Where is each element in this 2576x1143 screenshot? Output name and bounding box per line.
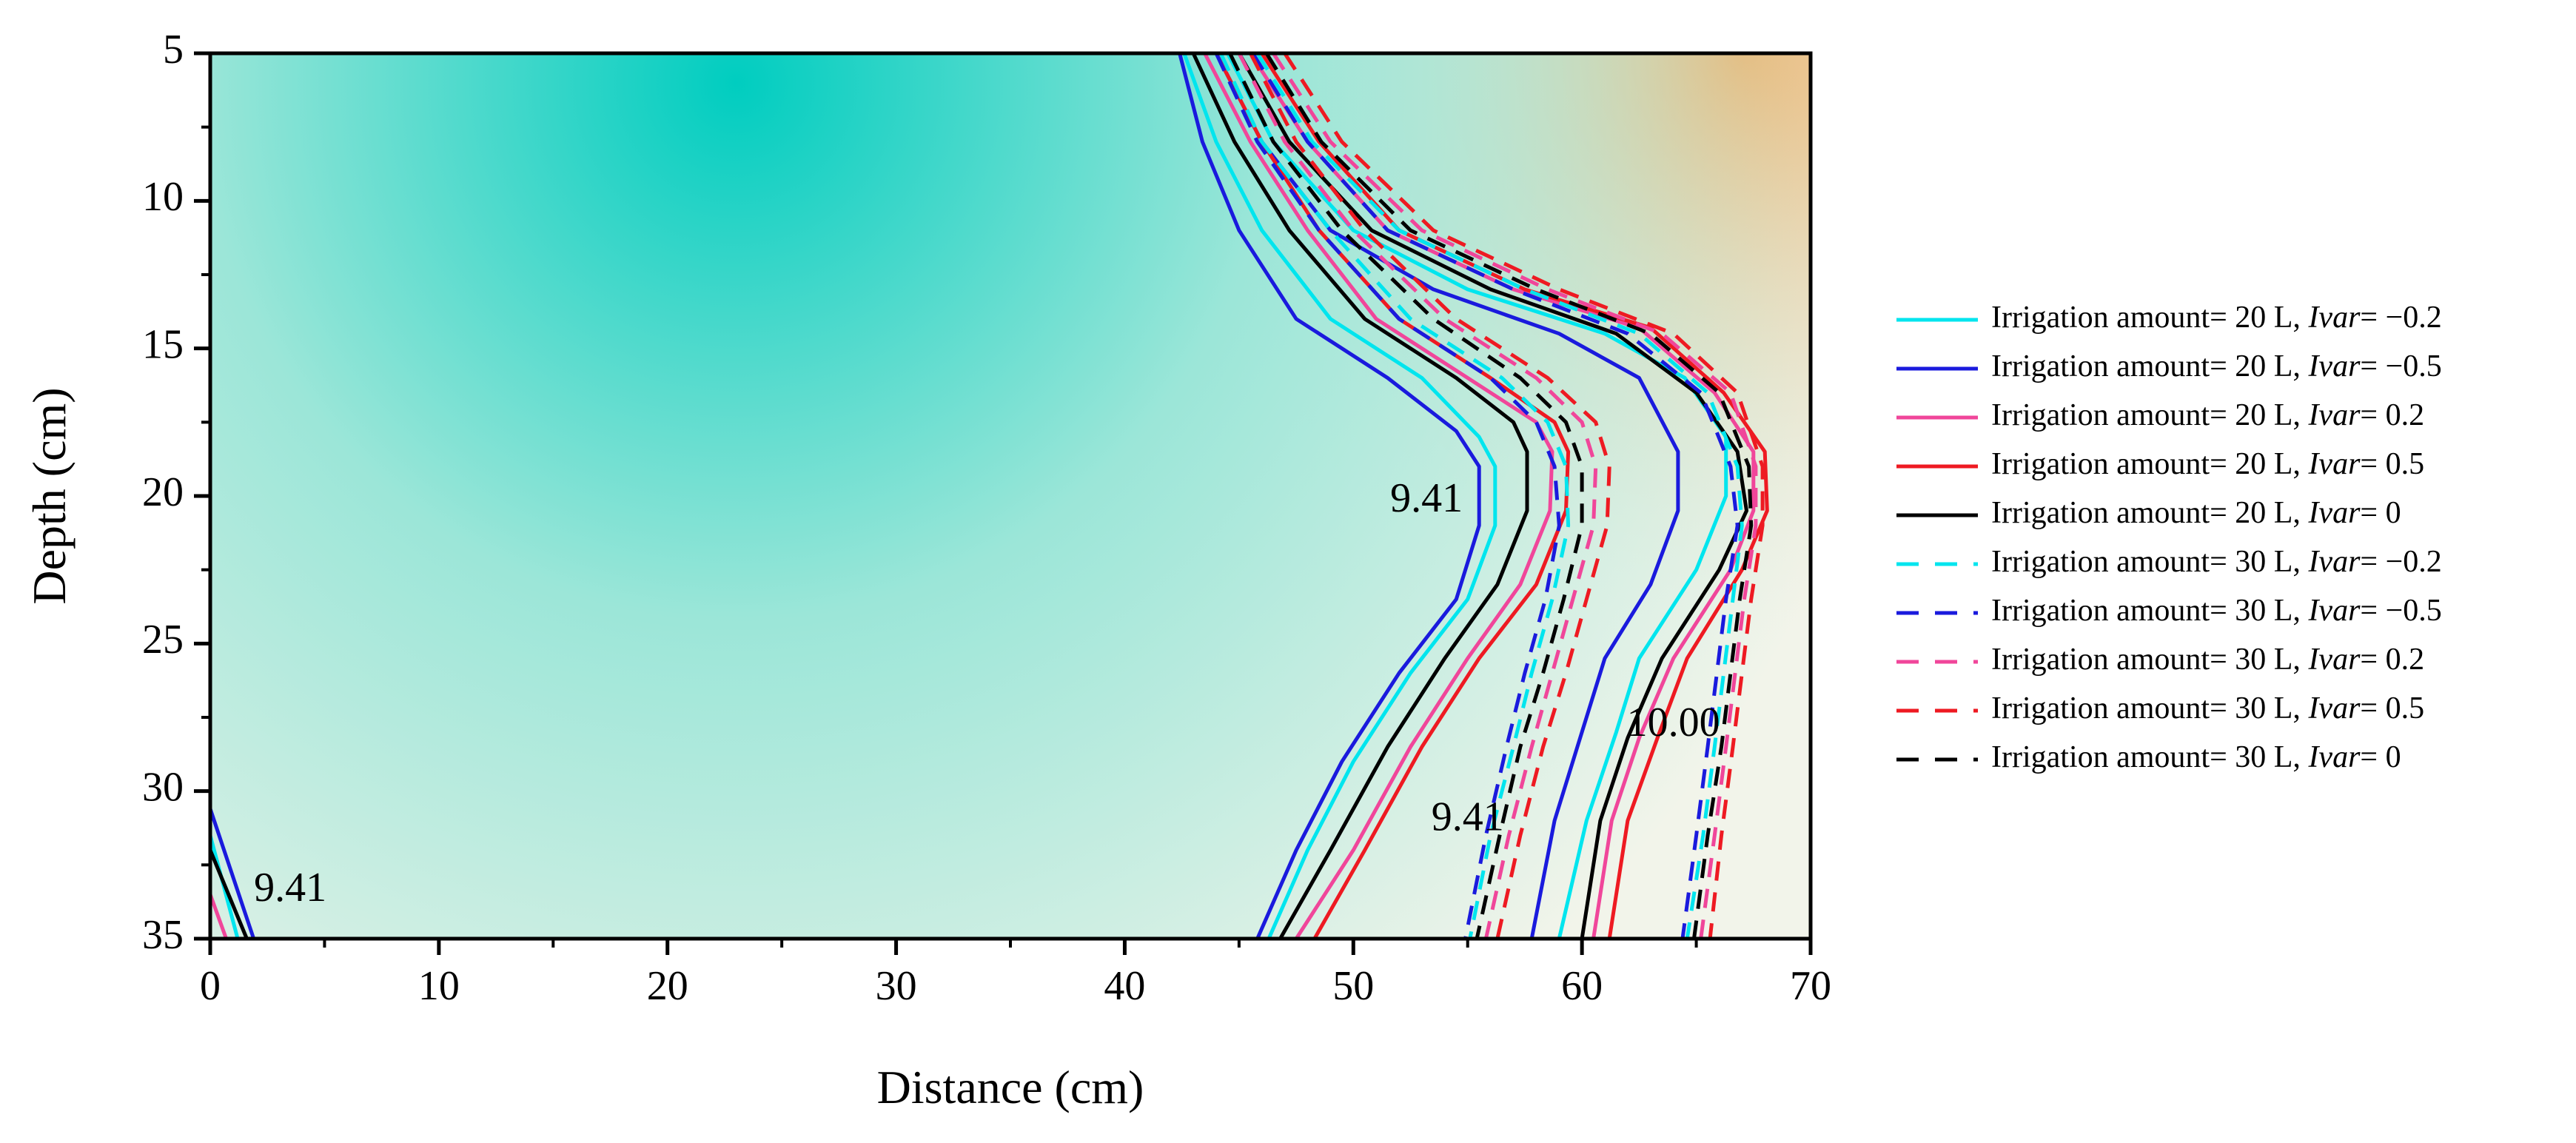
y-tick-label-6: 35 xyxy=(142,912,184,958)
legend-label-6: Irrigation amount= 30 L, Ivar= −0.5 xyxy=(1991,594,2442,628)
legend-label-name-1: Irrigation amount= 20 L, xyxy=(1991,349,2308,383)
x-tick-label-7: 70 xyxy=(1790,963,1831,1009)
y-tick-label-4: 25 xyxy=(142,617,184,663)
y-tick-label-0: 5 xyxy=(163,27,184,73)
contour-label-2: 9.41 xyxy=(254,865,326,911)
wet-field xyxy=(210,53,1811,939)
legend-label-name-0: Irrigation amount= 20 L, xyxy=(1991,301,2308,335)
legend-label-name-7: Irrigation amount= 30 L, xyxy=(1991,643,2308,677)
contour-line-5-line-b xyxy=(1255,53,1744,939)
contour-line-4-line-b xyxy=(1237,53,1748,939)
x-tick-label-2: 20 xyxy=(647,963,688,1009)
y-tick-label-5: 30 xyxy=(142,765,184,811)
legend-label-value-7: = 0.2 xyxy=(2360,643,2424,677)
y-tick-label-3: 20 xyxy=(142,469,184,515)
legend-label-ivar-9: Ivar xyxy=(2307,740,2361,774)
contour-line-7-line-b xyxy=(1272,53,1758,939)
legend-label-0: Irrigation amount= 20 L, Ivar= −0.2 xyxy=(1991,301,2442,335)
legend-label-ivar-0: Ivar xyxy=(2307,301,2361,335)
legend-label-9: Irrigation amount= 30 L, Ivar= 0 xyxy=(1991,740,2401,774)
legend-label-1: Irrigation amount= 20 L, Ivar= −0.5 xyxy=(1991,349,2442,383)
contour-label-1: 9.41 xyxy=(1432,794,1504,839)
x-tick-label-3: 30 xyxy=(876,963,917,1009)
legend-label-value-0: = −0.2 xyxy=(2360,301,2441,335)
contour-labels: 9.41 9.41 9.41 10.00 xyxy=(254,475,1720,911)
plot-area: 9.41 9.41 9.41 10.00 xyxy=(208,51,1813,941)
contour-line-4-line-a xyxy=(1191,53,1529,939)
contour-lines xyxy=(210,53,1769,939)
legend-label-value-3: = 0.5 xyxy=(2360,447,2424,481)
legend-label-ivar-2: Ivar xyxy=(2307,398,2361,432)
contour-line-1-line-b xyxy=(1214,53,1680,939)
contour-line-9-line-a xyxy=(1228,53,1584,939)
legend-label-name-2: Irrigation amount= 20 L, xyxy=(1991,398,2308,432)
legend-label-value-4: = 0 xyxy=(2360,496,2401,530)
x-axis-title: Distance (cm) xyxy=(877,1061,1144,1113)
legend-label-ivar-5: Ivar xyxy=(2307,545,2361,579)
contour-line-8-line-b xyxy=(1283,53,1765,939)
x-tick-label-1: 10 xyxy=(418,963,460,1009)
legend-label-value-8: = 0.5 xyxy=(2360,691,2424,725)
legend-label-ivar-8: Ivar xyxy=(2307,691,2361,725)
legend: Irrigation amount= 20 L, Ivar= −0.2Irrig… xyxy=(1896,301,2442,774)
legend-label-8: Irrigation amount= 30 L, Ivar= 0.5 xyxy=(1991,691,2424,725)
legend-label-value-5: = −0.2 xyxy=(2360,545,2441,579)
x-tick-label-5: 50 xyxy=(1332,963,1374,1009)
y-tick-label-2: 15 xyxy=(142,322,184,368)
legend-label-name-3: Irrigation amount= 20 L, xyxy=(1991,447,2308,481)
legend-label-name-9: Irrigation amount= 30 L, xyxy=(1991,740,2308,774)
contour-line-9-line-b xyxy=(1264,53,1754,939)
legend-label-3: Irrigation amount= 20 L, Ivar= 0.5 xyxy=(1991,447,2424,481)
legend-label-ivar-1: Ivar xyxy=(2307,349,2361,383)
legend-label-name-8: Irrigation amount= 30 L, xyxy=(1991,691,2308,725)
legend-label-value-6: = −0.5 xyxy=(2360,594,2441,628)
x-tick-label-6: 60 xyxy=(1561,963,1603,1009)
legend-label-7: Irrigation amount= 30 L, Ivar= 0.2 xyxy=(1991,643,2424,677)
legend-label-name-5: Irrigation amount= 30 L, xyxy=(1991,545,2308,579)
contour-line-1-line-c xyxy=(210,808,256,939)
contour-label-3: 10.00 xyxy=(1627,700,1720,745)
legend-label-ivar-6: Ivar xyxy=(2307,594,2361,628)
legend-label-ivar-4: Ivar xyxy=(2307,496,2361,530)
contour-line-0-line-a xyxy=(1182,53,1497,939)
contour-line-4-line-c xyxy=(210,849,249,939)
legend-label-5: Irrigation amount= 30 L, Ivar= −0.2 xyxy=(1991,545,2442,579)
contour-line-7-line-a xyxy=(1237,53,1598,939)
x-tick-label-0: 0 xyxy=(200,963,221,1009)
contour-line-1-line-a xyxy=(1178,53,1481,939)
legend-label-4: Irrigation amount= 20 L, Ivar= 0 xyxy=(1991,496,2401,530)
legend-label-value-1: = −0.5 xyxy=(2360,349,2441,383)
contour-line-2-line-c xyxy=(210,894,228,939)
contour-line-2-line-a xyxy=(1203,53,1554,939)
axes: 0 10 20 30 40 50 60 70 5 10 15 20 25 30 35 xyxy=(142,27,1831,1009)
legend-label-name-6: Irrigation amount= 30 L, xyxy=(1991,594,2308,628)
legend-label-ivar-3: Ivar xyxy=(2307,447,2361,481)
contour-line-8-line-a xyxy=(1249,53,1611,939)
legend-label-ivar-7: Ivar xyxy=(2307,643,2361,677)
contour-label-0: 9.41 xyxy=(1390,475,1463,521)
legend-label-value-9: = 0 xyxy=(2360,740,2401,774)
legend-label-name-4: Irrigation amount= 20 L, xyxy=(1991,496,2308,530)
contour-line-6-line-a xyxy=(1214,53,1561,939)
legend-label-value-2: = 0.2 xyxy=(2360,398,2424,432)
legend-label-2: Irrigation amount= 20 L, Ivar= 0.2 xyxy=(1991,398,2424,432)
y-axis-title: Depth (cm) xyxy=(23,387,76,604)
contour-line-6-line-b xyxy=(1251,53,1740,939)
x-tick-label-4: 40 xyxy=(1104,963,1145,1009)
y-tick-label-1: 10 xyxy=(142,174,184,220)
